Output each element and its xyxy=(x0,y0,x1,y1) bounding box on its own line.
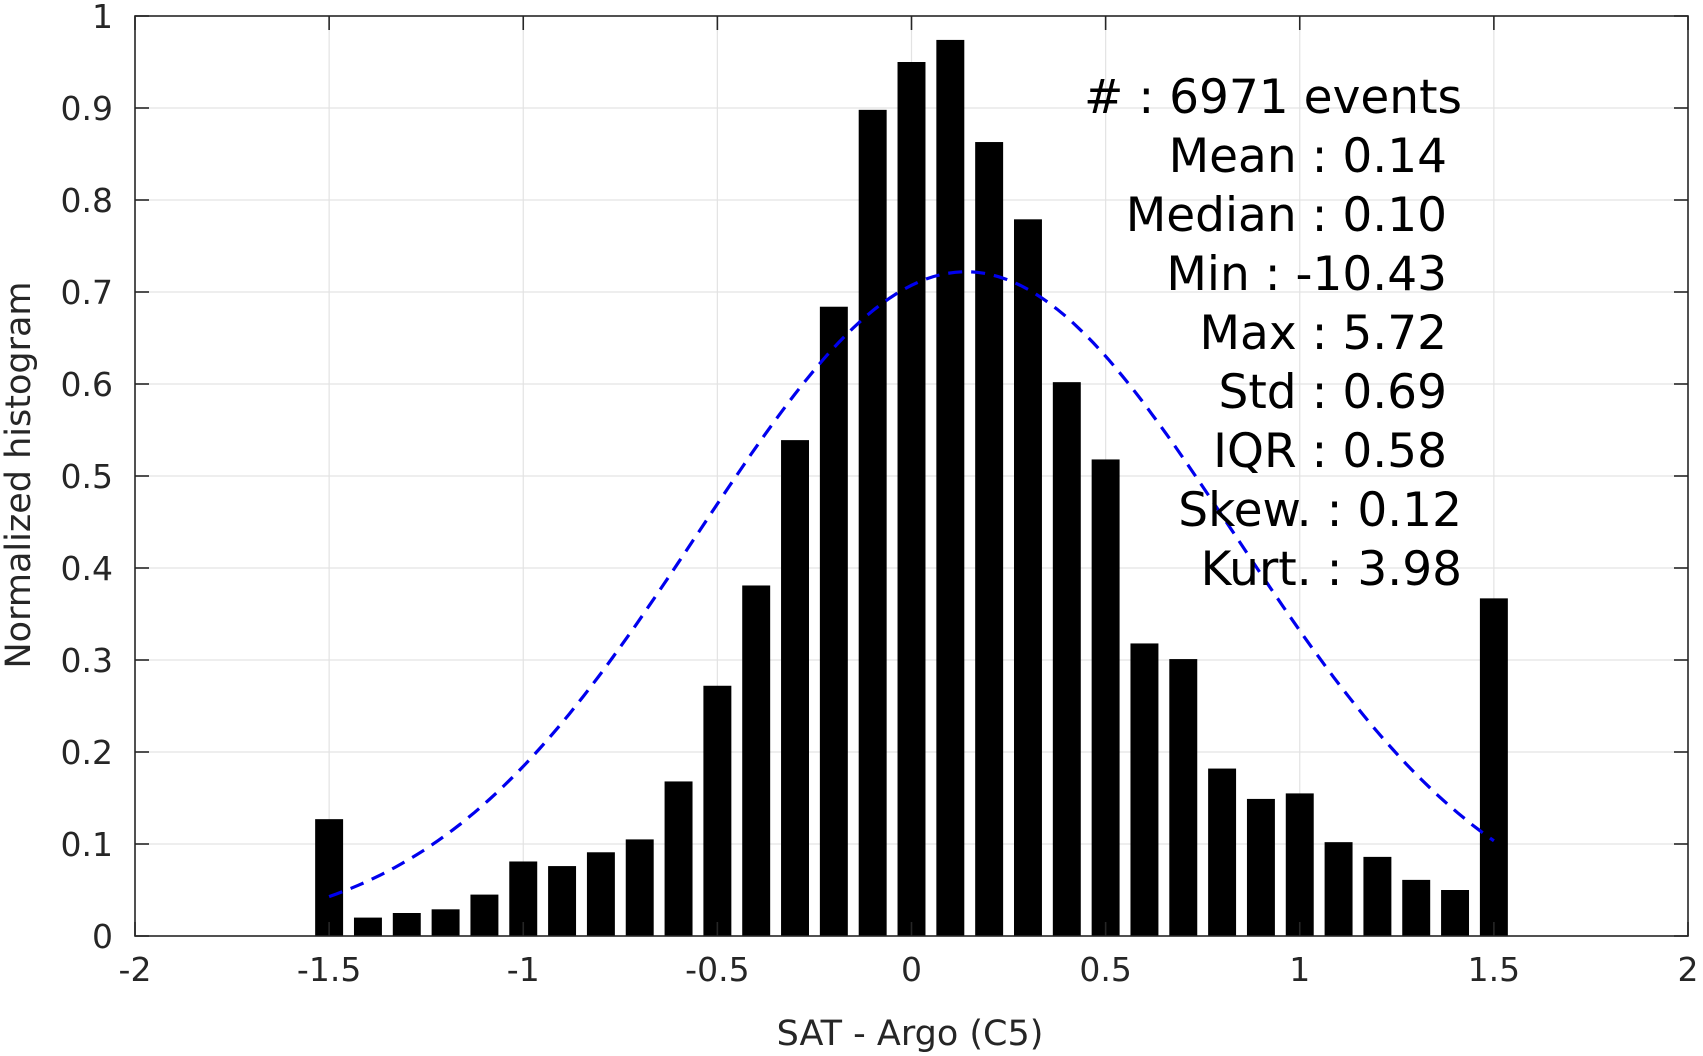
bar-30 xyxy=(1479,598,1508,936)
bar-16 xyxy=(936,39,965,937)
stat-skew: Skew. : 0.12 xyxy=(1178,483,1462,538)
stat-median: Median : 0.10 xyxy=(1126,188,1447,243)
normal-fit-curve xyxy=(328,270,1495,899)
x-tick-label-8: 2 xyxy=(1678,950,1699,989)
x-tick-label-2: -1 xyxy=(507,950,540,989)
bar-17 xyxy=(975,142,1004,937)
bar-0 xyxy=(315,819,344,936)
bar-2 xyxy=(392,913,421,936)
stat-max: Max : 5.72 xyxy=(1199,306,1447,361)
histogram-bars xyxy=(315,39,1508,937)
stat-min: Min : -10.43 xyxy=(1166,247,1447,302)
y-tick-label-0: 0 xyxy=(92,917,113,956)
bar-21 xyxy=(1130,643,1159,936)
bar-1 xyxy=(353,917,382,936)
bar-24 xyxy=(1246,798,1275,936)
y-tick-label-3: 0.3 xyxy=(61,641,113,680)
bar-28 xyxy=(1402,879,1431,936)
x-tick-label-4: 0 xyxy=(901,950,922,989)
x-tick-label-5: 0.5 xyxy=(1079,950,1131,989)
y-tick-label-4: 0.4 xyxy=(61,549,113,588)
stat-std: Std : 0.69 xyxy=(1219,365,1447,420)
y-tick-label-6: 0.6 xyxy=(61,365,113,404)
bar-7 xyxy=(586,852,615,936)
stat-iqr: IQR : 0.58 xyxy=(1213,424,1447,479)
bar-27 xyxy=(1363,856,1392,936)
bar-14 xyxy=(858,109,887,937)
y-tick-label-9: 0.9 xyxy=(61,89,113,128)
bar-29 xyxy=(1441,890,1470,936)
bar-15 xyxy=(897,62,926,936)
y-tick-label-7: 0.7 xyxy=(61,273,113,312)
x-tick-label-7: 1.5 xyxy=(1468,950,1520,989)
bar-25 xyxy=(1285,793,1314,936)
bar-6 xyxy=(548,866,577,936)
x-tick-label-6: 1 xyxy=(1289,950,1310,989)
x-tick-label-3: -0.5 xyxy=(685,950,749,989)
stat-count: # : 6971 events xyxy=(1084,70,1462,125)
x-tick-labels: -2 -1.5 -1 -0.5 0 0.5 1 1.5 2 xyxy=(119,950,1699,989)
bar-22 xyxy=(1169,659,1198,936)
stat-mean: Mean : 0.14 xyxy=(1169,129,1447,184)
bar-23 xyxy=(1208,768,1237,936)
bar-11 xyxy=(742,585,771,936)
x-tick-label-0: -2 xyxy=(119,950,152,989)
y-tick-label-8: 0.8 xyxy=(61,181,113,220)
y-tick-label-1: 0.1 xyxy=(61,825,113,864)
axis-ticks xyxy=(134,15,1689,937)
bar-18 xyxy=(1013,219,1042,936)
x-axis-label: SAT - Argo (C5) xyxy=(777,1014,1044,1054)
bar-10 xyxy=(703,685,732,936)
bar-9 xyxy=(664,781,693,936)
bar-8 xyxy=(625,839,654,936)
bar-3 xyxy=(431,909,460,936)
bar-13 xyxy=(819,306,848,937)
bar-20 xyxy=(1091,459,1120,936)
bar-19 xyxy=(1052,382,1081,936)
x-tick-label-1: -1.5 xyxy=(297,950,361,989)
y-tick-label-5: 0.5 xyxy=(61,457,113,496)
y-tick-labels: 0 0.1 0.2 0.3 0.4 0.5 0.6 0.7 0.8 0.9 1 xyxy=(61,0,113,956)
y-tick-label-10: 1 xyxy=(92,0,113,36)
y-tick-label-2: 0.2 xyxy=(61,733,113,772)
stat-kurt: Kurt. : 3.98 xyxy=(1201,542,1462,597)
y-axis-label: Normalized histogram xyxy=(0,281,39,668)
bar-12 xyxy=(781,440,810,936)
bar-4 xyxy=(470,894,499,936)
bar-26 xyxy=(1324,842,1353,936)
